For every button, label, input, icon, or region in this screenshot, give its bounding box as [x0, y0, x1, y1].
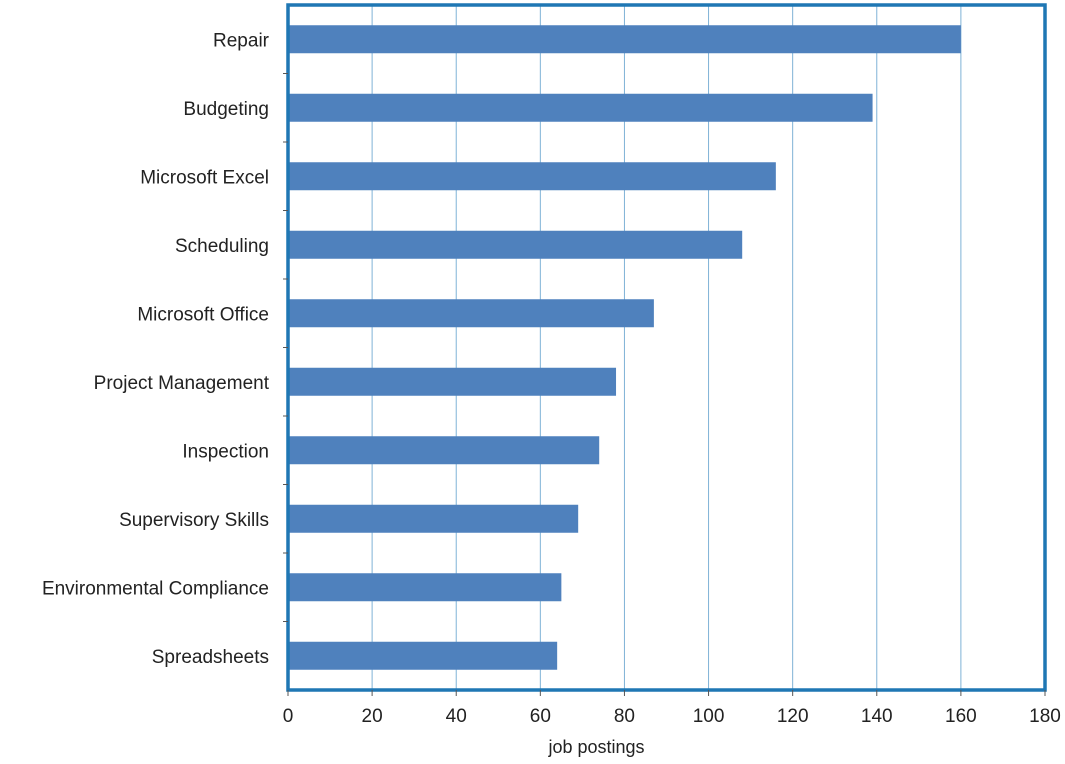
category-label: Environmental Compliance	[42, 578, 269, 599]
bar	[288, 299, 654, 328]
category-label: Supervisory Skills	[119, 510, 269, 531]
x-tick-label: 120	[777, 706, 809, 727]
x-tick-label: 180	[1029, 706, 1061, 727]
bar	[288, 25, 961, 54]
bar	[288, 93, 873, 122]
bar	[288, 641, 558, 670]
category-label: Scheduling	[175, 236, 269, 257]
x-tick-label: 100	[693, 706, 725, 727]
bars	[288, 25, 961, 670]
x-tick-label: 60	[530, 706, 551, 727]
x-tick-label: 160	[945, 706, 977, 727]
category-labels: Repair Budgeting Microsoft Excel Scheduling…	[42, 30, 270, 668]
x-tick-label: 40	[446, 706, 467, 727]
bar	[288, 230, 743, 259]
bar	[288, 504, 579, 533]
category-label: Repair	[213, 30, 270, 51]
x-axis-title: job postings	[547, 737, 644, 757]
x-tick-label: 80	[614, 706, 635, 727]
axis-ticks	[283, 73, 1046, 696]
category-label: Inspection	[182, 441, 269, 462]
bar	[288, 367, 617, 396]
category-label: Project Management	[94, 373, 270, 394]
bar	[288, 162, 776, 191]
x-tick-labels: 0 20 40 60 80 100 120 140 160 180	[283, 706, 1061, 727]
bar	[288, 573, 562, 602]
category-label: Spreadsheets	[152, 647, 269, 668]
x-tick-label: 140	[861, 706, 893, 727]
bar	[288, 436, 600, 465]
category-label: Microsoft Excel	[140, 167, 269, 188]
category-label: Budgeting	[183, 99, 269, 120]
x-tick-label: 20	[362, 706, 383, 727]
x-tick-label: 0	[283, 706, 294, 727]
category-label: Microsoft Office	[137, 304, 269, 325]
